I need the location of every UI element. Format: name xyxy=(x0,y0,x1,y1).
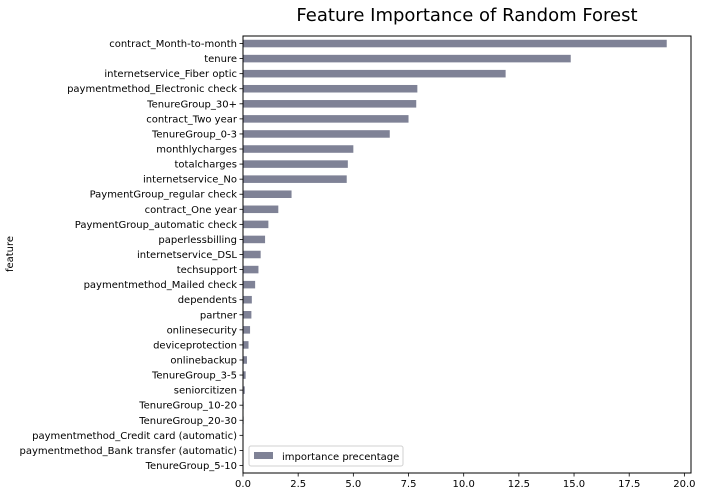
y-tick-label: TenureGroup_20-30 xyxy=(138,416,237,427)
chart-title: Feature Importance of Random Forest xyxy=(296,5,637,26)
plot-frame xyxy=(242,35,692,474)
bar-7 xyxy=(243,145,354,153)
x-tick-label: 0.0 xyxy=(235,479,251,490)
y-tick-label: TenureGroup_10-20 xyxy=(138,401,237,412)
x-tick-label: 17.5 xyxy=(618,479,640,490)
bar-21 xyxy=(243,356,247,364)
y-tick-label: PaymentGroup_automatic check xyxy=(75,220,237,231)
bar-3 xyxy=(243,84,418,93)
y-tick-label: paperlessbilling xyxy=(158,235,237,246)
y-tick-label: contract_Two year xyxy=(146,114,238,125)
legend: importance precentage xyxy=(248,445,404,467)
bar-23 xyxy=(243,386,245,394)
y-tick-label: paymentmethod_Credit card (automatic) xyxy=(32,431,237,442)
bar-6 xyxy=(243,130,390,138)
x-tick-label: 2.5 xyxy=(290,479,306,490)
legend-box xyxy=(248,445,404,467)
bar-19 xyxy=(243,326,251,334)
x-tick-label: 20.0 xyxy=(673,479,695,490)
y-tick-label: seniorcitizen xyxy=(174,386,237,397)
bar-9 xyxy=(243,175,347,183)
y-tick-label: dependents xyxy=(178,295,237,306)
x-tick-label: 5.0 xyxy=(345,479,361,490)
y-tick-label: tenure xyxy=(204,54,237,65)
y-tick-label: deviceprotection xyxy=(153,340,237,351)
y-tick-label: internetservice_DSL xyxy=(137,250,237,261)
bar-4 xyxy=(243,100,417,108)
y-tick-label: onlinesecurity xyxy=(167,325,238,336)
bar-11 xyxy=(243,205,279,214)
bar-14 xyxy=(243,250,261,259)
bar-10 xyxy=(243,190,292,198)
legend-swatch xyxy=(254,452,273,459)
y-tick-label: techsupport xyxy=(177,265,237,276)
y-tick-label: internetservice_No xyxy=(143,175,237,186)
bar-15 xyxy=(243,265,259,274)
y-axis-label: feature xyxy=(5,236,16,272)
bar-18 xyxy=(243,311,252,319)
bars-group xyxy=(243,39,667,470)
y-tick-label: PaymentGroup_regular check xyxy=(90,190,238,201)
y-tick-label: contract_Month-to-month xyxy=(109,39,237,50)
bar-22 xyxy=(243,371,246,379)
bar-5 xyxy=(243,115,409,123)
x-tick-label: 15.0 xyxy=(563,479,585,490)
x-tick-label: 10.0 xyxy=(453,479,475,490)
y-tick-label: internetservice_Fiber optic xyxy=(104,69,237,80)
y-tick-label: paymentmethod_Bank transfer (automatic) xyxy=(19,446,237,457)
y-tick-label: contract_One year xyxy=(145,205,238,216)
bar-2 xyxy=(243,69,506,78)
y-tick-label: totalcharges xyxy=(175,160,237,171)
y-tick-label: paymentmethod_Mailed check xyxy=(84,280,238,291)
y-tick-label: TenureGroup_5-10 xyxy=(145,461,237,472)
bar-13 xyxy=(243,235,266,244)
x-tick-label: 7.5 xyxy=(401,479,417,490)
y-tick-label: monthlycharges xyxy=(156,145,237,156)
bar-17 xyxy=(243,295,252,304)
x-tick-label: 12.5 xyxy=(508,479,530,490)
y-tick-label: onlinebackup xyxy=(170,355,237,366)
bar-12 xyxy=(243,220,269,229)
bar-20 xyxy=(243,341,249,349)
y-tick-label: TenureGroup_0-3 xyxy=(151,129,237,140)
bar-1 xyxy=(243,54,571,63)
y-tick-label: paymentmethod_Electronic check xyxy=(67,84,237,95)
y-tick-label: partner xyxy=(200,310,238,321)
legend-label: importance precentage xyxy=(282,452,399,463)
bar-0 xyxy=(243,39,667,48)
bar-16 xyxy=(243,280,256,289)
y-tick-label: TenureGroup_30+ xyxy=(146,99,237,110)
y-tick-label: TenureGroup_3-5 xyxy=(151,371,237,382)
bar-8 xyxy=(243,160,348,168)
x-tick-labels: 0.0 2.5 5.0 7.5 10.0 12.5 15.0 17.5 20.0 xyxy=(235,473,696,490)
